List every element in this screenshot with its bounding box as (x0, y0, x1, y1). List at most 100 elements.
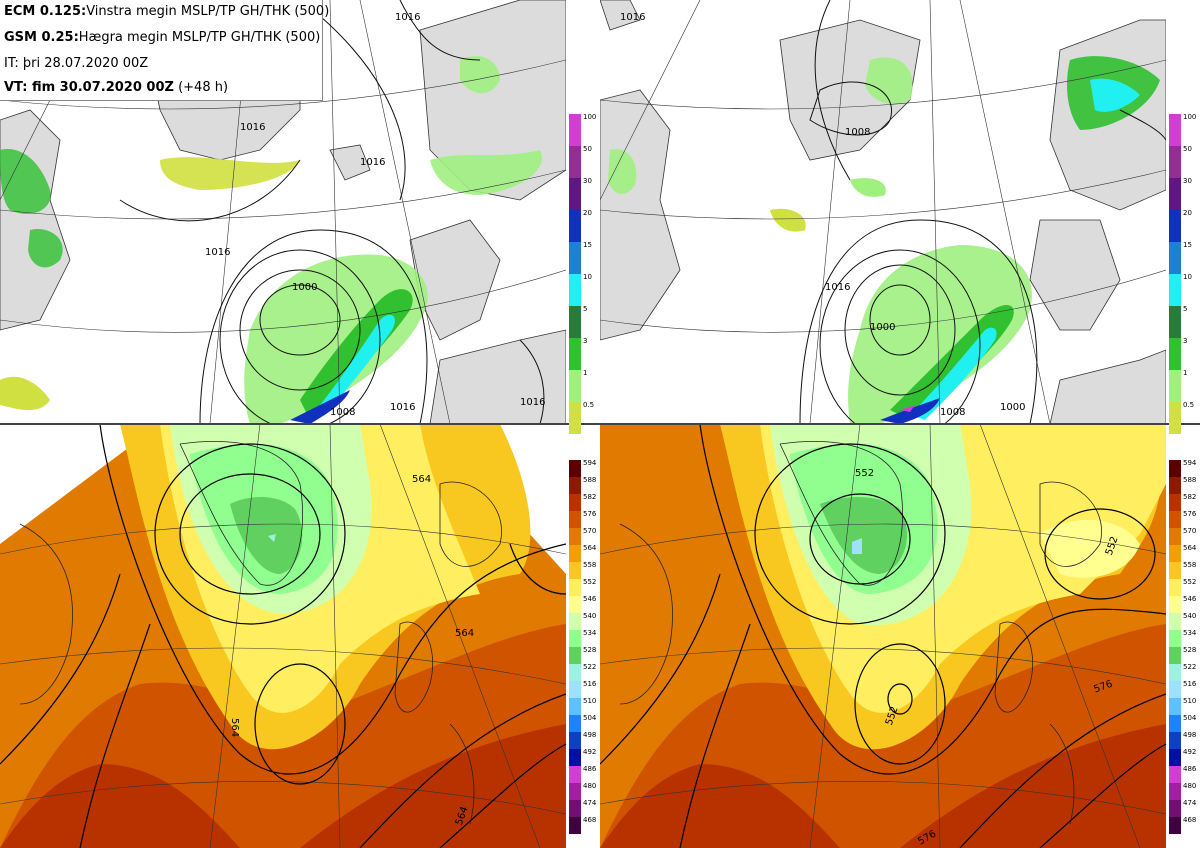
colorbar-swatch (569, 511, 581, 528)
colorbar-swatch (1169, 494, 1181, 511)
colorbar-swatch (569, 647, 581, 664)
colorbar-label: 570 (583, 527, 597, 535)
colorbar-swatch (569, 783, 581, 800)
colorbar-label: 552 (583, 578, 597, 586)
colorbar-label: 486 (583, 765, 597, 773)
colorbar-label: 1 (583, 369, 588, 377)
colorbar-label: 492 (583, 748, 597, 756)
colorbar-swatch (569, 178, 581, 210)
colorbar-label: 504 (1183, 714, 1197, 722)
colorbar-label: 498 (583, 731, 597, 739)
colorbar-swatch (1169, 306, 1181, 338)
colorbar-swatch (1169, 664, 1181, 681)
colorbar-label: 468 (1183, 816, 1197, 824)
colorbar-label: 5 (1183, 305, 1188, 313)
colorbar-swatch (569, 732, 581, 749)
colorbar-swatch (1169, 749, 1181, 766)
colorbar-label: 552 (1183, 578, 1197, 586)
colorbar-swatch (569, 545, 581, 562)
colorbar-swatch (1169, 630, 1181, 647)
colorbar-label: 510 (1183, 697, 1197, 705)
isobar-label: 1000 (1000, 402, 1025, 413)
colorbar-label: 528 (583, 646, 597, 654)
colorbar-label: 100 (1183, 113, 1197, 121)
isobar-label: 1016 (360, 157, 385, 168)
isobar-label: 1016 (240, 122, 265, 133)
colorbar-label: 564 (1183, 544, 1197, 552)
isobar-label: 1016 (395, 12, 420, 23)
ecm-text: Vinstra megin MSLP/TP GH/THK (500) (86, 4, 330, 19)
colorbar-swatch (569, 338, 581, 370)
colorbar-swatch (1169, 210, 1181, 242)
colorbar-swatch (569, 681, 581, 698)
isobar-label: 1016 (520, 397, 545, 408)
colorbar-swatch (569, 800, 581, 817)
isobar-label: 1008 (330, 407, 355, 418)
colorbar-swatch (1169, 338, 1181, 370)
colorbar-swatch (569, 596, 581, 613)
colorbar-label: 15 (1183, 241, 1192, 249)
gh-label: 564 (412, 474, 431, 485)
colorbar-swatch (1169, 545, 1181, 562)
colorbar-label: 540 (583, 612, 597, 620)
colorbar-label: 504 (583, 714, 597, 722)
colorbar-swatch (1169, 178, 1181, 210)
isobar-label: 1016 (390, 402, 415, 413)
colorbar-swatch (569, 630, 581, 647)
colorbar-label: 534 (583, 629, 597, 637)
colorbar-label: 516 (583, 680, 597, 688)
colorbar-label: 20 (1183, 209, 1192, 217)
colorbar-label: 558 (583, 561, 597, 569)
ecm-gh-thk-map: 564 564 564 564 (0, 424, 566, 848)
gsm-label: GSM 0.25: (4, 30, 79, 45)
colorbar-swatch (569, 242, 581, 274)
forecast-info-box: ECM 0.125:Vinstra megin MSLP/TP GH/THK (… (0, 0, 329, 101)
isobar-label: 1016 (205, 247, 230, 258)
colorbar-swatch (569, 460, 581, 477)
vt-label: VT: fim 30.07.2020 00Z (4, 80, 174, 95)
colorbar-label: 0.5 (583, 401, 595, 409)
gsm-mslp-precip-map: 1000 1016 1008 1016 1008 1000 (600, 0, 1166, 424)
colorbar-label: 492 (1183, 748, 1197, 756)
colorbar-swatch (569, 613, 581, 630)
colorbar-label: 1 (1183, 369, 1188, 377)
colorbar-swatch (1169, 698, 1181, 715)
gsm-gh-thk-map: 552 552 576 576 552 (600, 424, 1166, 848)
colorbar-swatch (569, 664, 581, 681)
gsm-text: Hægra megin MSLP/TP GH/THK (500) (78, 30, 321, 45)
colorbar-label: 564 (583, 544, 597, 552)
colorbar-label: 570 (1183, 527, 1197, 535)
colorbar-label: 486 (1183, 765, 1197, 773)
colorbar-label: 558 (1183, 561, 1197, 569)
colorbar-label: 30 (1183, 177, 1192, 185)
colorbar-label: 100 (583, 113, 597, 121)
colorbar-swatch (1169, 766, 1181, 783)
colorbar-swatch (569, 477, 581, 494)
colorbar-label: 510 (583, 697, 597, 705)
colorbar-label: 588 (1183, 476, 1197, 484)
isobar-label: 1000 (292, 282, 317, 293)
colorbar-label: 3 (583, 337, 588, 345)
colorbar-swatch (1169, 596, 1181, 613)
colorbar-swatch (569, 370, 581, 402)
colorbar-swatch (569, 146, 581, 178)
colorbar-label: 546 (1183, 595, 1197, 603)
gh-label: 564 (455, 628, 474, 639)
colorbar-swatch (569, 494, 581, 511)
colorbar-swatch (569, 210, 581, 242)
colorbar-label: 540 (1183, 612, 1197, 620)
gsm-line: GSM 0.25:Hægra megin MSLP/TP GH/THK (500… (4, 30, 320, 45)
colorbar-swatch (569, 562, 581, 579)
colorbar-swatch (1169, 562, 1181, 579)
isobar-label: 1008 (940, 407, 965, 418)
colorbar-label: 480 (1183, 782, 1197, 790)
colorbar-swatch (1169, 402, 1181, 434)
isobar-label: 1000 (870, 322, 895, 333)
colorbar-label: 10 (1183, 273, 1192, 281)
colorbar-swatch (569, 715, 581, 732)
colorbar-swatch (1169, 528, 1181, 545)
colorbar-label: 50 (583, 145, 592, 153)
colorbar-label: 528 (1183, 646, 1197, 654)
colorbar-swatch (1169, 146, 1181, 178)
colorbar-swatch (569, 766, 581, 783)
